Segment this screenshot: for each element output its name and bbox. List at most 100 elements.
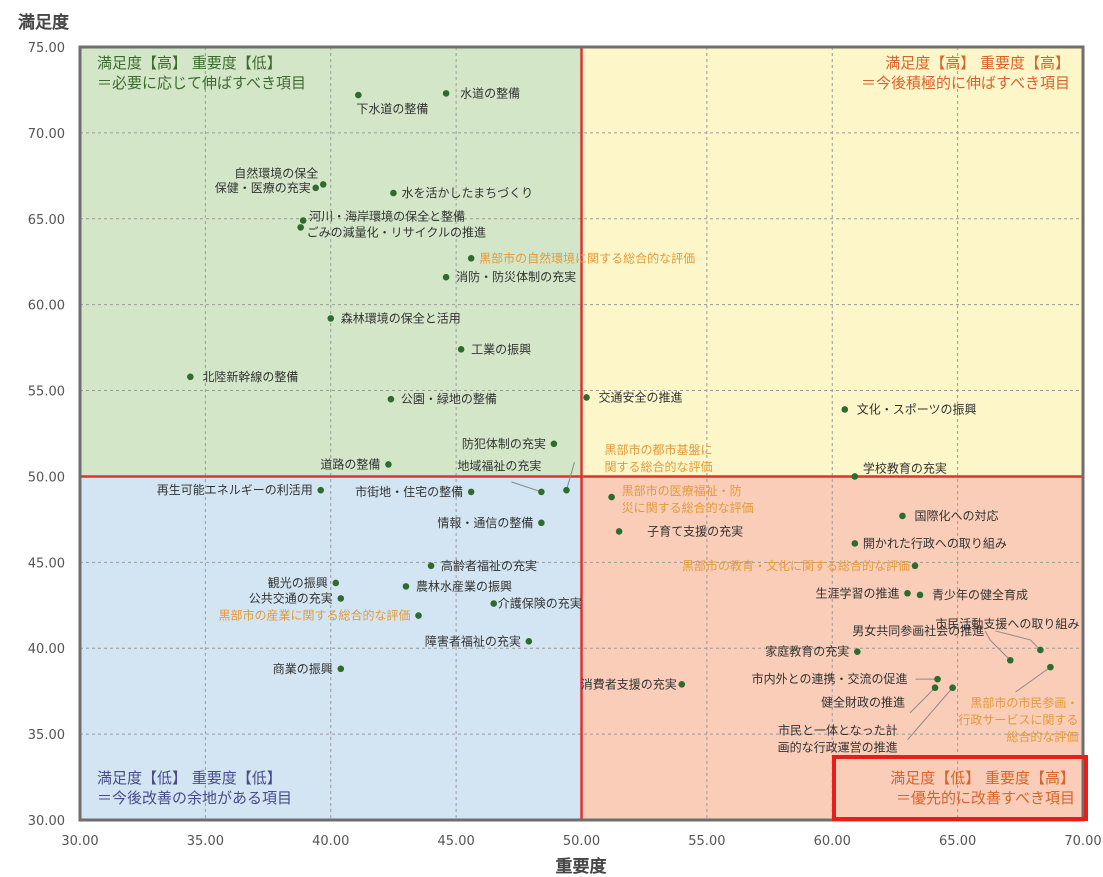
data-point xyxy=(538,519,545,527)
data-point xyxy=(337,665,345,673)
point-label: 河川・海岸環境の保全と整備 xyxy=(309,208,465,223)
point-label: 再生可能エネルギーの利活用 xyxy=(157,483,313,497)
point-label: 消費者支援の充実 xyxy=(581,676,677,691)
x-tick-label: 45.00 xyxy=(438,834,475,849)
data-point xyxy=(427,562,435,570)
data-point xyxy=(583,394,590,401)
point-label: 高齢者福祉の充実 xyxy=(441,558,537,573)
data-point xyxy=(931,684,939,692)
data-point xyxy=(317,486,325,494)
quadrant-title-bottom-right: 満足度【低】 重要度【高】＝優先的に改善すべき項目 xyxy=(890,769,1075,807)
data-points xyxy=(187,90,1054,692)
leader-lines xyxy=(511,462,1051,741)
y-tick-label: 55.00 xyxy=(28,385,65,400)
point-label: 水道の整備 xyxy=(460,85,520,100)
y-tick-label: 60.00 xyxy=(28,299,65,314)
x-axis-title: 重要度 xyxy=(556,856,608,877)
data-point xyxy=(841,406,849,413)
point-label: 市内外との連携・交流の促進 xyxy=(752,671,908,686)
leader-line xyxy=(511,481,542,493)
data-point xyxy=(312,184,320,192)
point-label: 農林水産業の振興 xyxy=(416,578,512,593)
data-point xyxy=(851,473,859,480)
data-point xyxy=(563,486,570,494)
point-label: 黒部市の都市基盤に関する総合的な評価 xyxy=(604,442,712,474)
data-point xyxy=(615,528,623,535)
data-point xyxy=(385,461,392,468)
data-point xyxy=(1006,656,1014,664)
data-point xyxy=(904,589,911,597)
data-point xyxy=(854,648,861,655)
point-label: 市街地・住宅の整備 xyxy=(355,484,463,499)
quadrant-top-right xyxy=(581,47,1083,477)
point-label: 市民と一体となった計画的な行政運営の推進 xyxy=(778,723,898,755)
data-point xyxy=(327,315,335,322)
point-label: 道路の整備 xyxy=(320,456,380,471)
data-point xyxy=(490,600,498,607)
point-label: 地域福祉の充実 xyxy=(457,458,541,473)
data-point xyxy=(187,373,194,381)
data-point xyxy=(949,684,956,692)
point-label: 介護保険の充実 xyxy=(498,596,582,611)
point-label: 工業の振興 xyxy=(471,342,531,356)
point-label: 黒部市の医療福祉・防災に関する総合的な評価 xyxy=(622,483,754,515)
data-point xyxy=(337,595,345,602)
point-label: 防犯体制の充実 xyxy=(462,436,546,451)
data-point xyxy=(457,346,465,353)
axis-ticks: 30.00 35.00 40.00 45.00 50.00 55.00 60.00 65.00… xyxy=(28,41,1102,849)
y-tick-label: 30.00 xyxy=(28,814,65,829)
quadrant-dividers xyxy=(78,45,1085,822)
point-label: 国際化への対応 xyxy=(914,509,998,523)
x-tick-label: 50.00 xyxy=(563,834,600,849)
y-tick-label: 65.00 xyxy=(28,213,65,228)
data-point xyxy=(355,91,362,99)
point-label: 文化・スポーツの振興 xyxy=(857,401,977,416)
data-point xyxy=(442,273,450,281)
data-point xyxy=(299,217,307,224)
x-tick-label: 65.00 xyxy=(939,834,976,849)
leader-line xyxy=(909,687,936,714)
data-point xyxy=(387,395,395,403)
data-point xyxy=(550,440,558,448)
x-tick-label: 30.00 xyxy=(61,834,98,849)
point-label: 男女共同参画社会の推進 xyxy=(852,623,984,638)
data-point xyxy=(1037,646,1044,654)
point-label: 公共交通の充実 xyxy=(249,590,333,605)
x-tick-label: 55.00 xyxy=(688,834,725,849)
data-point xyxy=(332,579,340,587)
point-label: 消防・防災体制の充実 xyxy=(456,269,576,284)
point-label: 健全財政の推進 xyxy=(821,695,905,710)
leader-line xyxy=(565,462,575,491)
point-label: 家庭教育の充実 xyxy=(765,644,849,659)
data-point xyxy=(319,181,327,188)
y-tick-label: 50.00 xyxy=(28,470,65,485)
data-point xyxy=(525,638,533,645)
y-tick-label: 70.00 xyxy=(28,127,65,142)
point-label: 黒部市の産業に関する総合的な評価 xyxy=(218,608,410,623)
quadrant-title-top-left: 満足度【高】 重要度【低】＝必要に応じて伸ばすべき項目 xyxy=(97,54,306,92)
point-label: 保健・医療の充実 xyxy=(215,180,311,195)
quadrant-top-left xyxy=(80,47,582,477)
point-label: 障害者福祉の充実 xyxy=(425,633,521,648)
y-tick-label: 40.00 xyxy=(28,642,65,657)
point-label: 商業の振興 xyxy=(273,661,333,676)
data-point xyxy=(678,680,686,688)
x-tick-label: 40.00 xyxy=(312,834,349,849)
priority-highlight-box xyxy=(832,755,1088,821)
data-point xyxy=(390,189,397,197)
point-label: 観光の振興 xyxy=(268,576,328,590)
x-tick-label: 35.00 xyxy=(187,834,224,849)
point-label: 森林環境の保全と活用 xyxy=(341,310,461,325)
leader-line xyxy=(1015,666,1051,693)
data-point xyxy=(608,493,615,501)
y-tick-label: 35.00 xyxy=(28,728,65,743)
data-point xyxy=(297,224,304,231)
point-label: 黒部市の教育・文化に関する総合的な評価 xyxy=(682,558,910,573)
point-label: 交通安全の推進 xyxy=(599,389,683,404)
data-point xyxy=(402,583,410,590)
y-tick-label: 45.00 xyxy=(28,556,65,571)
point-label: 黒部市の市民参画・行政サービスに関する総合的な評価 xyxy=(958,695,1078,744)
data-point xyxy=(1047,663,1054,671)
point-label: 子育て支援の充実 xyxy=(647,523,743,538)
